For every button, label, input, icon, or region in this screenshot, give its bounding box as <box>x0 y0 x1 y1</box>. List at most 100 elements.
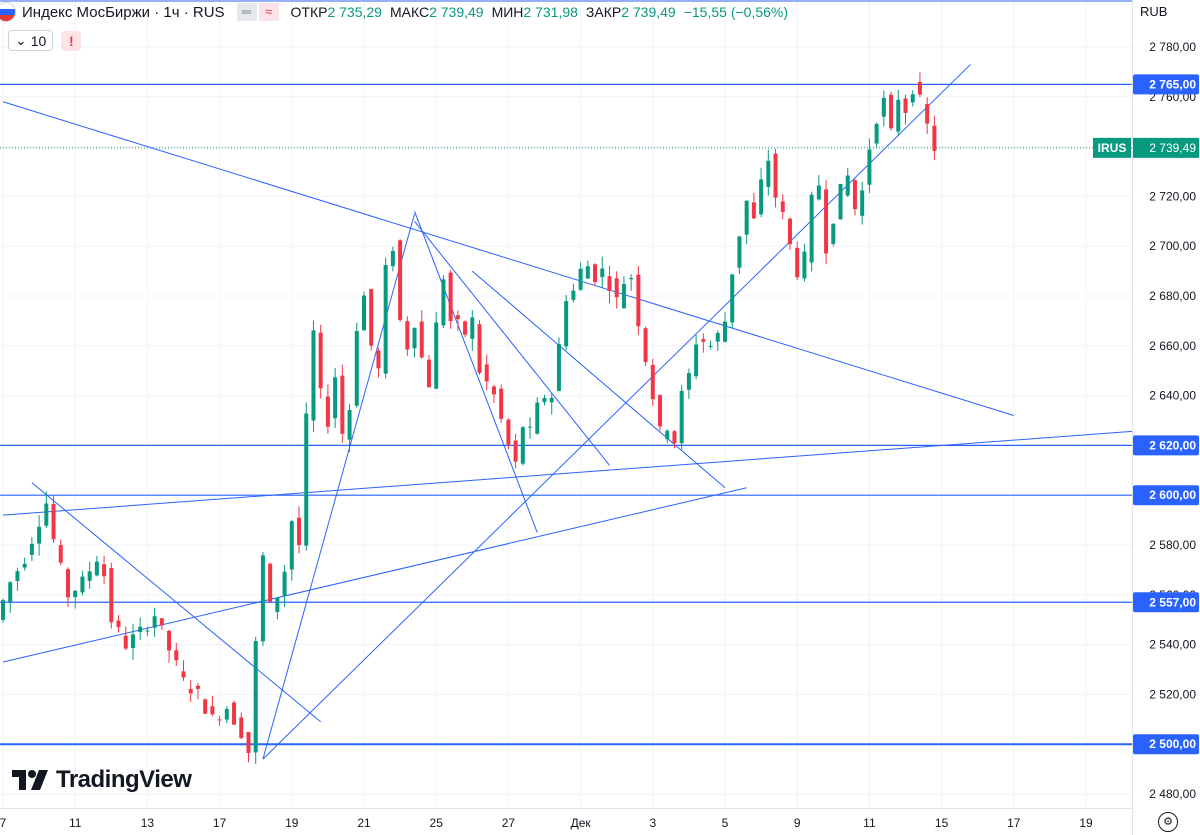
change-value: −15,55 (−0,56%) <box>683 4 789 20</box>
candle-body <box>130 634 135 649</box>
candle-body <box>455 315 460 320</box>
candle-body <box>694 344 699 377</box>
candle-body <box>340 375 345 434</box>
level-label: 2 500,00 <box>1149 737 1196 751</box>
candle-body <box>658 395 663 427</box>
candle-body <box>802 251 807 279</box>
candle-body <box>578 268 583 290</box>
trend-line <box>414 211 538 533</box>
candle-body <box>152 616 157 628</box>
price-tick-label: 2 640,00 <box>1149 389 1196 403</box>
candle-body <box>325 396 330 427</box>
grid-lines <box>0 0 1132 808</box>
high-label: МАКС <box>389 4 430 20</box>
trend-line <box>262 213 416 760</box>
candle-body <box>311 330 316 421</box>
candle-body <box>506 419 511 445</box>
trend-line <box>31 482 321 723</box>
price-tick-label: 2 480,00 <box>1149 787 1196 801</box>
candle-body <box>925 104 930 124</box>
candle-body <box>852 180 857 210</box>
candle-body <box>766 160 771 187</box>
candle-body <box>181 671 186 678</box>
candle-body <box>304 413 309 546</box>
wave-icon[interactable]: ≈ <box>258 3 279 21</box>
candle-body <box>232 702 237 725</box>
price-tick-label: 2 660,00 <box>1149 339 1196 353</box>
candle-body <box>470 317 475 339</box>
candle-body <box>167 630 172 651</box>
candle-body <box>109 568 114 623</box>
gear-icon[interactable]: ⚙ <box>1158 812 1178 832</box>
candle-body <box>29 543 34 555</box>
candle-body <box>542 397 547 403</box>
candle-body <box>759 179 764 215</box>
ticker-label: IRUS <box>1098 141 1127 155</box>
candle-body <box>910 94 915 103</box>
candle-body <box>65 569 70 598</box>
candle-body <box>650 364 655 400</box>
price-tick-label: 2 680,00 <box>1149 289 1196 303</box>
time-tick-label: 11 <box>69 816 82 830</box>
indicator-row: ⌄ 10 ! <box>8 30 82 51</box>
low-label: МИН <box>491 4 524 20</box>
trend-line <box>2 487 747 663</box>
candle-body <box>426 359 431 388</box>
trend-line <box>262 64 971 760</box>
candle-body <box>297 517 302 546</box>
candle-body <box>881 97 886 117</box>
candle-body <box>51 503 56 540</box>
level-label: 2 600,00 <box>1149 488 1196 502</box>
candle-body <box>896 99 901 132</box>
level-label-box <box>1133 485 1199 506</box>
candle-body <box>860 190 865 216</box>
symbol-title[interactable]: Индекс МосБиржи · 1ч · RUS <box>22 3 225 21</box>
candle-body <box>282 571 287 596</box>
candle-body <box>405 321 410 350</box>
currency-label[interactable]: RUB <box>1140 4 1168 19</box>
candle-body <box>102 564 107 577</box>
candle-body <box>831 223 836 244</box>
time-tick-label: 7 <box>0 816 7 830</box>
candle-body <box>1 600 5 620</box>
candle-body <box>398 240 403 320</box>
price-tick-label: 2 580,00 <box>1149 538 1196 552</box>
candle-body <box>116 620 121 628</box>
level-label: 2 765,00 <box>1149 77 1196 91</box>
level-label-box <box>1133 74 1199 95</box>
candle-body <box>564 301 569 347</box>
candle-body <box>87 571 92 581</box>
level-label: 2 557,00 <box>1149 595 1196 609</box>
candle-body <box>22 563 27 568</box>
candle-body <box>780 201 785 212</box>
candle-body <box>903 98 908 113</box>
volume-badge[interactable]: ⌄ 10 <box>8 30 54 51</box>
candle-body <box>138 626 143 632</box>
price-tick-label: 2 780,00 <box>1149 40 1196 54</box>
candle-body <box>874 123 879 144</box>
candle-body <box>679 390 684 444</box>
candle-body <box>795 247 800 278</box>
candle-body <box>369 289 374 346</box>
candle-body <box>477 324 482 373</box>
candle-body <box>174 650 179 661</box>
candle-body <box>224 709 229 720</box>
trend-line <box>471 270 726 489</box>
candle-body <box>275 597 280 612</box>
candle-body <box>246 732 251 753</box>
close-value: 2 739,49 <box>621 4 676 20</box>
double-line-icon[interactable]: ═ <box>236 3 257 21</box>
open-value: 2 735,29 <box>327 4 382 20</box>
candle-body <box>210 706 215 715</box>
candle-body <box>556 344 561 391</box>
time-tick-label: 17 <box>213 816 227 830</box>
tradingview-logo[interactable]: TradingView <box>12 766 192 794</box>
time-tick-label: 27 <box>502 816 516 830</box>
candle-body <box>376 350 381 369</box>
candle-body <box>665 430 670 440</box>
candle-body <box>593 264 598 283</box>
high-value: 2 739,49 <box>429 4 484 20</box>
warning-icon[interactable]: ! <box>61 30 82 51</box>
time-tick-label: 17 <box>1007 816 1021 830</box>
